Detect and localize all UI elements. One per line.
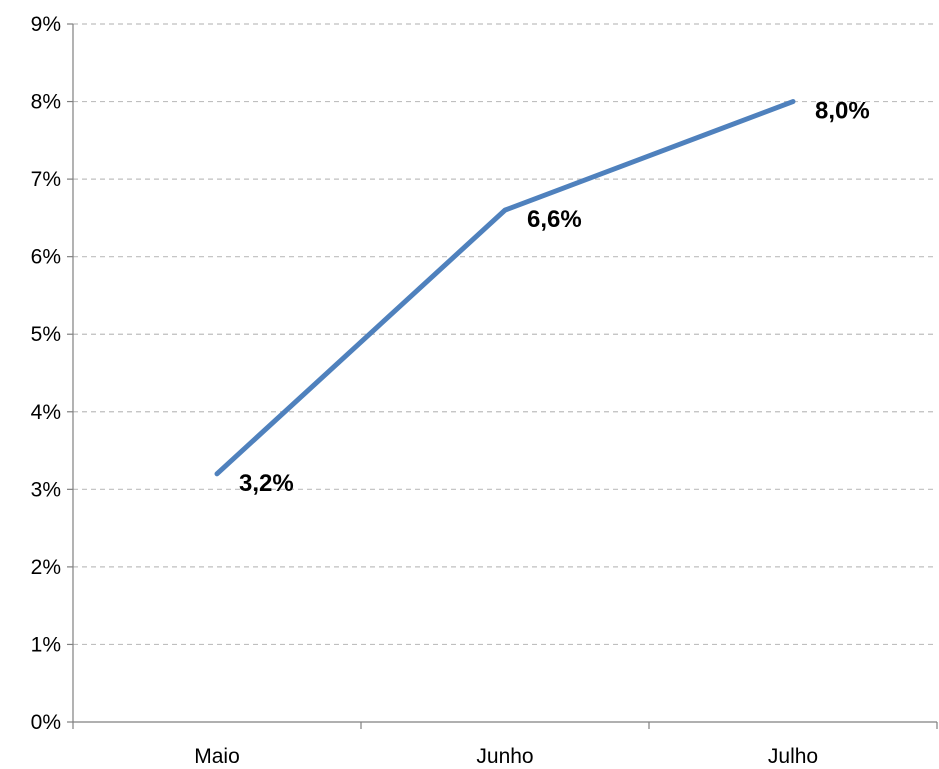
data-label: 3,2% xyxy=(239,470,294,497)
data-label: 6,6% xyxy=(527,206,582,233)
data-labels: 3,2% 6,6% 8,0% xyxy=(239,98,870,497)
y-tick-label: 5% xyxy=(31,323,61,346)
series-layer xyxy=(214,99,796,477)
x-axis-tick-labels: Maio Junho Julho xyxy=(194,745,818,768)
y-axis-tick-labels: 0% 1% 2% 3% 4% 5% 6% 7% 8% 9% xyxy=(31,13,61,734)
y-tick-label: 7% xyxy=(31,168,61,191)
axes xyxy=(67,23,938,729)
x-tick-label: Maio xyxy=(194,745,240,768)
y-tick-label: 6% xyxy=(31,246,61,269)
y-tick-label: 8% xyxy=(31,91,61,114)
x-tick-label: Julho xyxy=(768,745,818,768)
y-tick-label: 0% xyxy=(31,711,61,734)
series-line xyxy=(214,99,796,477)
y-tick-label: 1% xyxy=(31,633,61,656)
y-tick-label: 4% xyxy=(31,401,61,424)
x-tick-label: Junho xyxy=(476,745,533,768)
data-label: 8,0% xyxy=(815,98,870,125)
y-tick-label: 3% xyxy=(31,478,61,501)
y-tick-label: 9% xyxy=(31,13,61,36)
y-tick-label: 2% xyxy=(31,556,61,579)
gridlines xyxy=(73,23,937,646)
